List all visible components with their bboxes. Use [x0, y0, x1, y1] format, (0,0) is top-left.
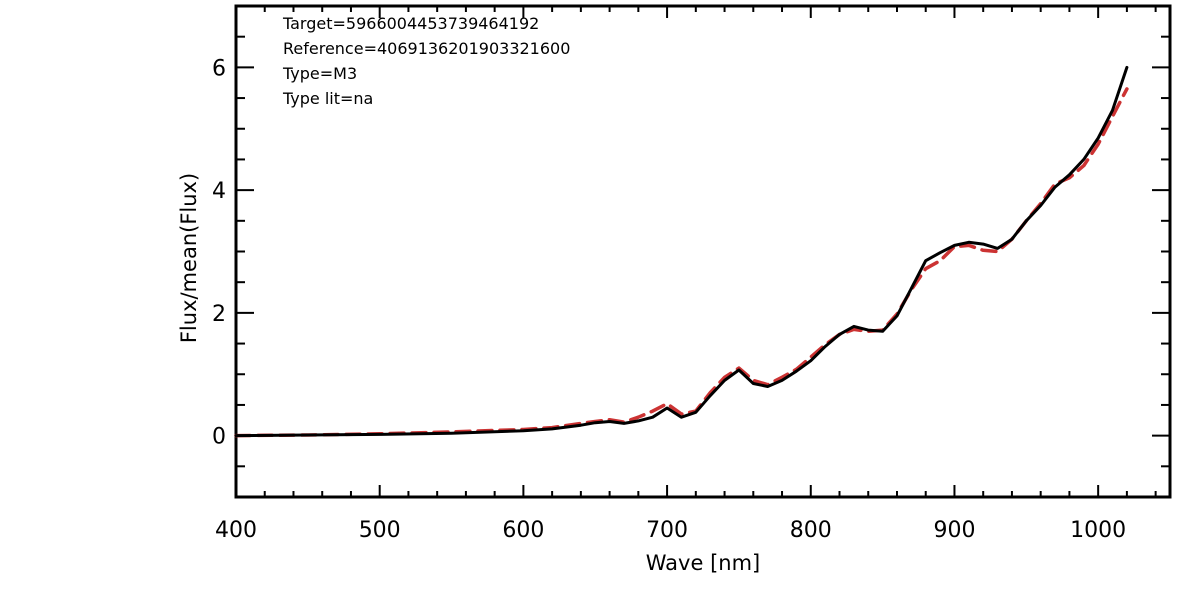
plot-frame [234, 4, 1172, 499]
x-tick-label: 1000 [1070, 518, 1126, 543]
annotation-target: Target=5966004453739464192 [282, 14, 539, 33]
y-tick-label: 2 [212, 302, 226, 327]
target-spectrum-line [234, 65, 1129, 438]
annotation-type-lit: Type lit=na [282, 89, 373, 108]
axis-ticks: 400 500 600 700 800 900 1000 0 2 4 6 [212, 5, 1170, 543]
y-axis-label: Flux/mean(Flux) [177, 173, 201, 343]
annotation-type: Type=M3 [282, 64, 357, 83]
x-tick-label: 800 [790, 518, 832, 543]
x-tick-label: 500 [359, 518, 401, 543]
x-tick-label: 700 [646, 518, 688, 543]
x-tick-label: 900 [933, 518, 975, 543]
series-layer [234, 65, 1129, 438]
y-tick-label: 0 [212, 425, 226, 450]
x-axis-label: Wave [nm] [646, 551, 760, 575]
x-tick-label: 600 [502, 518, 544, 543]
annotation-reference: Reference=4069136201903321600 [283, 39, 570, 58]
reference-spectrum-line [234, 87, 1129, 438]
y-tick-label: 4 [212, 179, 226, 204]
y-tick-label: 6 [212, 56, 226, 81]
x-tick-label: 400 [215, 518, 257, 543]
